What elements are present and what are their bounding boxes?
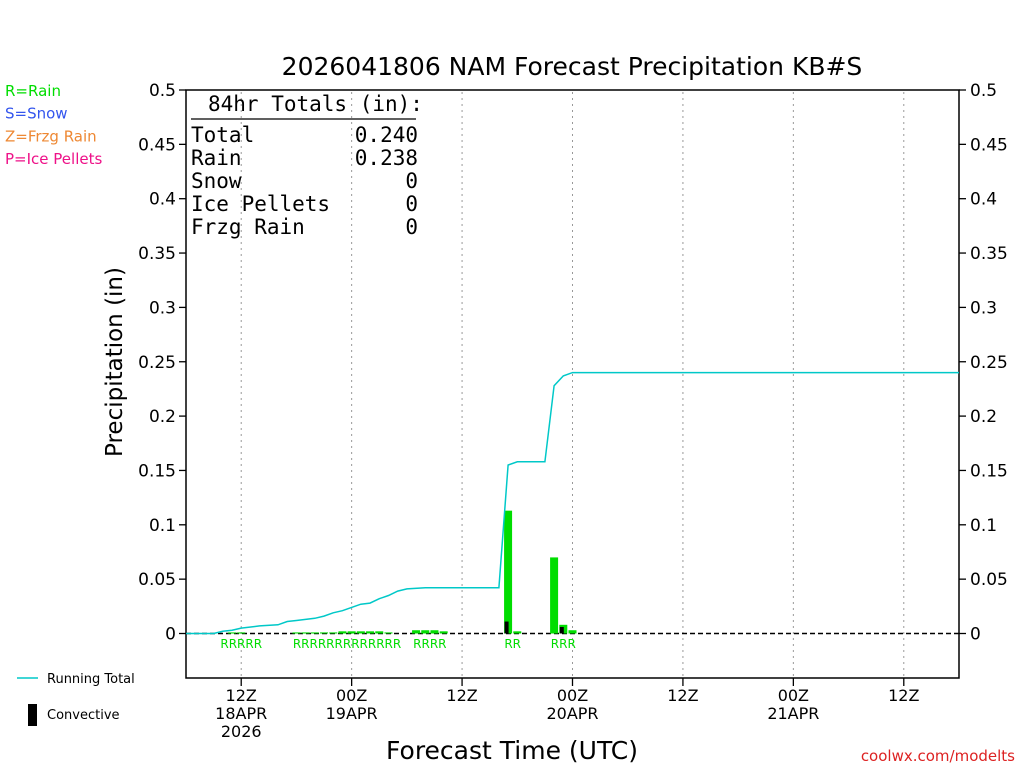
precip-type-label: RRRRR bbox=[220, 637, 262, 651]
y-axis-right: 0 0.05 0.1 0.15 0.2 0.25 0.3 0.35 0.4 0.45 0.5 bbox=[959, 81, 1008, 645]
rain-bar bbox=[338, 631, 347, 634]
y-axis-left: 0 0.05 0.1 0.15 0.2 0.25 0.3 0.35 0.4 0.45 0.5 bbox=[138, 81, 186, 645]
rain-bar bbox=[384, 632, 393, 634]
legend-series-label: Running Total bbox=[47, 672, 135, 687]
rain-bar bbox=[421, 630, 430, 634]
totals-row-value: 0 bbox=[405, 169, 418, 193]
legend-entry: R=Rain bbox=[5, 82, 61, 100]
y-tick-label-right: 0 bbox=[970, 625, 981, 645]
legend-bar-swatch bbox=[28, 704, 37, 726]
rain-bar bbox=[375, 631, 384, 634]
legend-entry: P=Ice Pellets bbox=[5, 150, 102, 168]
x-tick-label: 12Z bbox=[226, 686, 257, 705]
totals-row-label: Rain bbox=[191, 146, 242, 170]
plot-area: 00.050.10.150.20.250.30.350.40.450.5 00.… bbox=[138, 81, 1008, 741]
legend-entry: S=Snow bbox=[5, 105, 68, 123]
totals-row-label: Ice Pellets bbox=[191, 192, 330, 216]
rain-bar bbox=[439, 631, 448, 634]
y-tick-label-left: 0.45 bbox=[138, 135, 176, 155]
precip-type-legend: R=Rain S=Snow Z=Frzg Rain P=Ice Pellets bbox=[5, 82, 102, 168]
precip-type-label: RRRR bbox=[413, 637, 446, 651]
x-tick-label: 18APR bbox=[215, 704, 267, 723]
y-tick-label-left: 0.15 bbox=[138, 461, 176, 481]
rain-bar bbox=[310, 632, 319, 634]
plot-frame bbox=[185, 89, 960, 679]
chart-title: 2026041806 NAM Forecast Precipitation KB… bbox=[282, 52, 863, 81]
grid-lines bbox=[240, 92, 905, 676]
y-axis-label: Precipitation (in) bbox=[102, 267, 128, 457]
totals-row-value: 0.238 bbox=[355, 146, 418, 170]
y-tick-label-left: 0 bbox=[165, 625, 176, 645]
rain-bar bbox=[513, 631, 522, 634]
x-tick-label: 20APR bbox=[546, 704, 598, 723]
totals-row-label: Total bbox=[191, 123, 254, 147]
x-tick-label: 21APR bbox=[767, 704, 819, 723]
y-tick-label-right: 0.5 bbox=[970, 81, 997, 101]
y-tick-label-right: 0.3 bbox=[970, 298, 997, 318]
x-tick-label: 00Z bbox=[557, 686, 588, 705]
convective-bar bbox=[559, 626, 564, 634]
totals-box: 84hr Totals (in): Total 0.240 Rain 0.238 Snow… bbox=[191, 92, 423, 239]
x-tick-label: 2026 bbox=[221, 722, 262, 741]
rain-bar bbox=[347, 631, 356, 634]
y-tick-label-left: 0.3 bbox=[149, 298, 176, 318]
convective-bar bbox=[504, 621, 509, 634]
rain-bar bbox=[292, 632, 301, 634]
y-tick-label-right: 0.25 bbox=[970, 353, 1008, 373]
x-tick-label: 00Z bbox=[778, 686, 809, 705]
rain-bar bbox=[228, 632, 237, 634]
y-tick-label-left: 0.4 bbox=[149, 190, 176, 210]
legend-entry: Z=Frzg Rain bbox=[5, 127, 97, 145]
precip-type-label: RRR bbox=[551, 637, 576, 651]
y-tick-label-right: 0.45 bbox=[970, 135, 1008, 155]
y-tick-label-left: 0.35 bbox=[138, 244, 176, 264]
totals-row-value: 0.240 bbox=[355, 123, 418, 147]
rain-bar bbox=[568, 630, 577, 634]
totals-row-value: 0 bbox=[405, 215, 418, 239]
convective-bars bbox=[504, 621, 564, 634]
running-total-line bbox=[186, 371, 959, 635]
totals-header: 84hr Totals (in): bbox=[208, 92, 423, 116]
totals-row-label: Snow bbox=[191, 169, 242, 193]
y-tick-label-left: 0.5 bbox=[149, 81, 176, 101]
y-tick-label-left: 0.05 bbox=[138, 570, 176, 590]
rain-bar bbox=[430, 630, 439, 634]
x-tick-label: 12Z bbox=[446, 686, 477, 705]
y-tick-label-right: 0.2 bbox=[970, 407, 997, 427]
rain-bar bbox=[329, 632, 338, 634]
rain-bars bbox=[228, 510, 577, 634]
totals-row-label: Frzg Rain bbox=[191, 215, 305, 239]
rain-bar bbox=[412, 630, 421, 634]
y-tick-label-left: 0.25 bbox=[138, 353, 176, 373]
rain-bar bbox=[550, 557, 559, 634]
x-tick-label: 19APR bbox=[326, 704, 378, 723]
x-tick-label: 12Z bbox=[888, 686, 919, 705]
rain-bar bbox=[237, 632, 246, 634]
precip-type-labels: RRRRR RRRRRRRRRRRRR RRRR RR RRR bbox=[220, 637, 575, 651]
y-tick-label-right: 0.35 bbox=[970, 244, 1008, 264]
legend-series-label: Convective bbox=[47, 708, 120, 723]
rain-bar bbox=[366, 631, 375, 634]
rain-bar bbox=[356, 631, 365, 634]
rain-bar bbox=[504, 510, 513, 634]
rain-bar bbox=[320, 632, 329, 634]
y-tick-label-right: 0.4 bbox=[970, 190, 997, 210]
x-tick-label: 12Z bbox=[667, 686, 698, 705]
y-tick-label-left: 0.2 bbox=[149, 407, 176, 427]
y-tick-label-right: 0.05 bbox=[970, 570, 1008, 590]
credit-text: coolwx.com/modelts bbox=[861, 747, 1015, 765]
x-tick-label: 00Z bbox=[336, 686, 367, 705]
precip-type-label: RR bbox=[504, 637, 521, 651]
precip-type-label: RRRRRRRRRRRRR bbox=[293, 637, 401, 651]
y-tick-label-right: 0.15 bbox=[970, 461, 1008, 481]
series-legend: Running Total Convective bbox=[17, 672, 135, 726]
x-axis-label: Forecast Time (UTC) bbox=[386, 736, 638, 765]
y-tick-label-right: 0.1 bbox=[970, 516, 997, 536]
rain-bar bbox=[301, 632, 310, 634]
totals-row-value: 0 bbox=[405, 192, 418, 216]
y-tick-label-left: 0.1 bbox=[149, 516, 176, 536]
